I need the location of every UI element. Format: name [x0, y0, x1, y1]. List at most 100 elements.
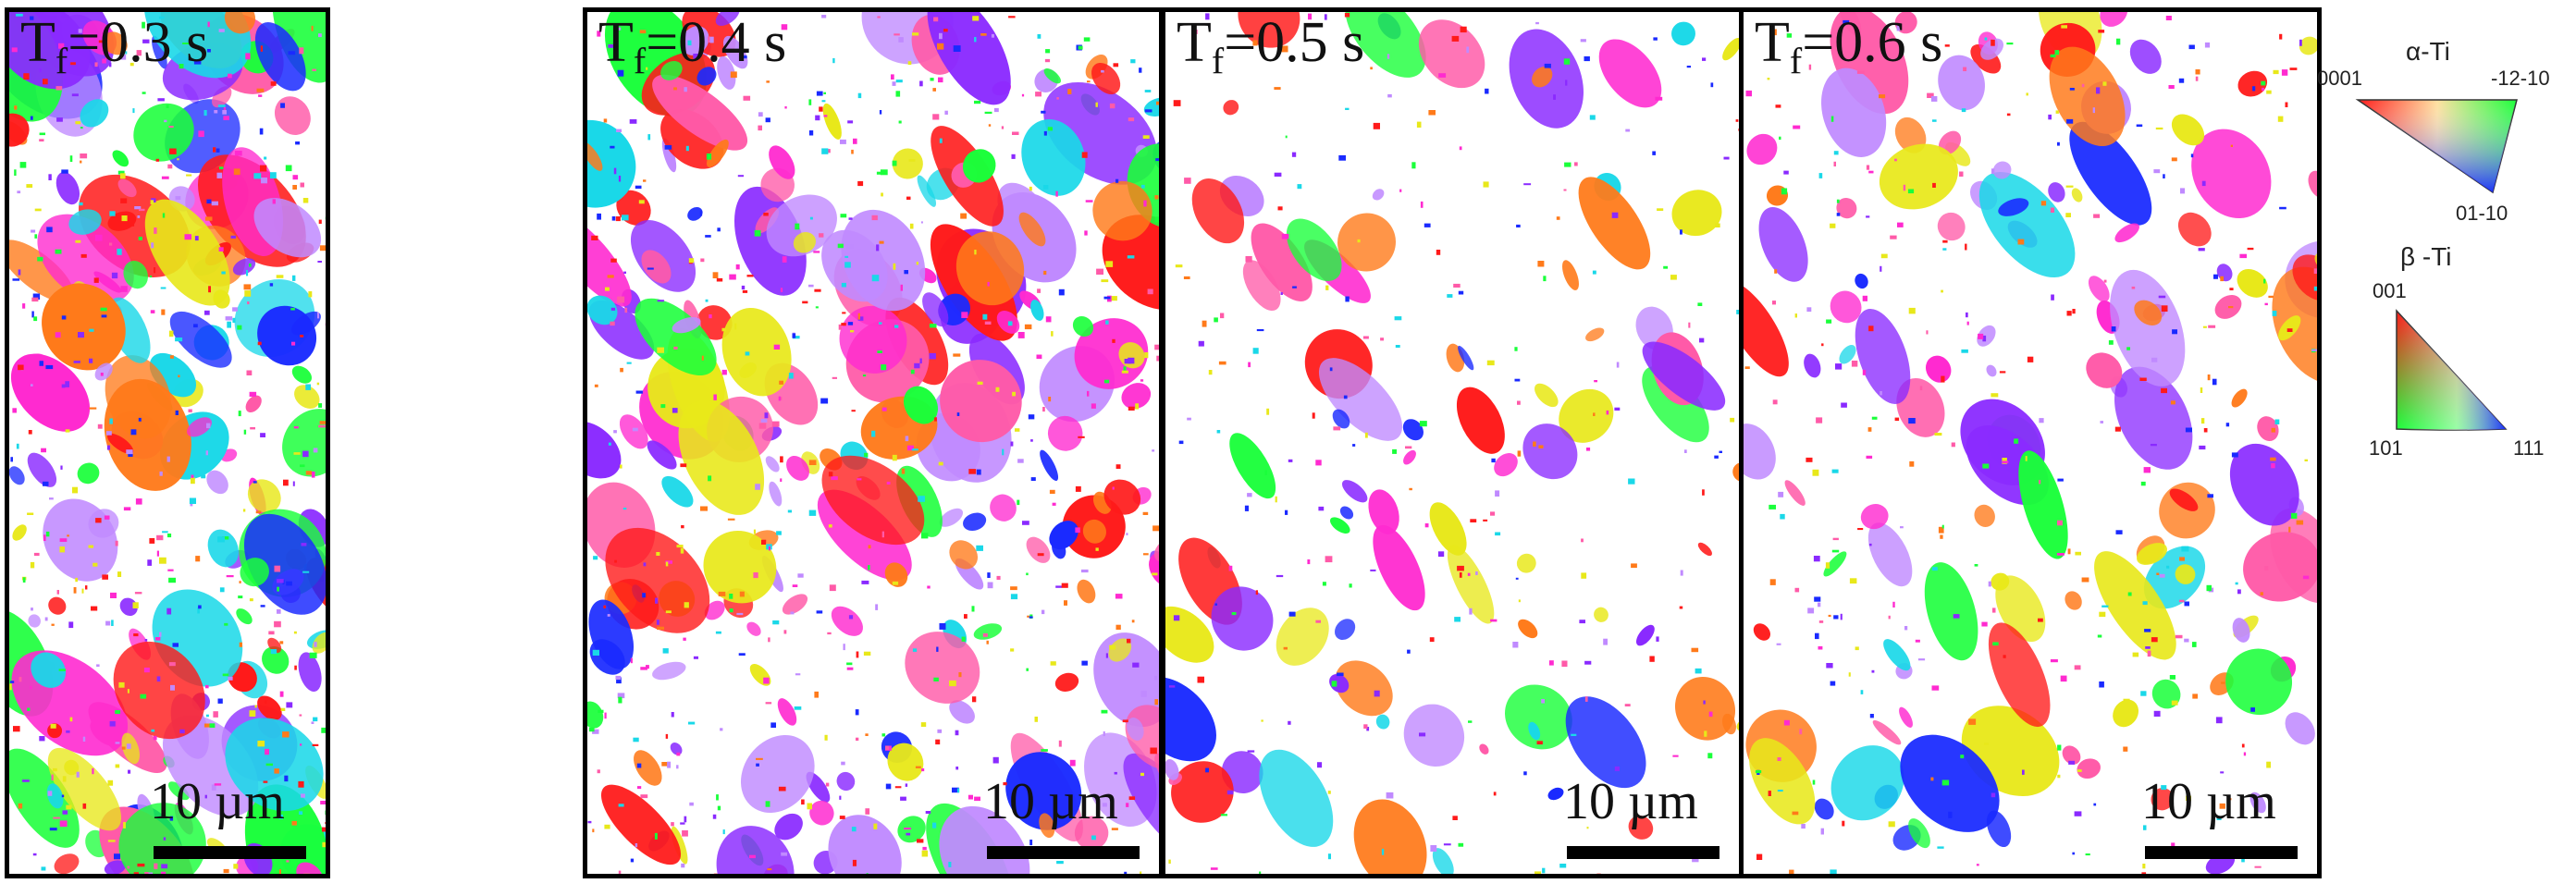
grain-speckle	[129, 62, 134, 67]
grain-speckle	[885, 783, 892, 790]
grain-speckle	[253, 173, 262, 179]
grain-speckle	[671, 822, 674, 827]
grain-speckle	[1767, 78, 1770, 80]
grain	[1532, 66, 1553, 88]
grain-speckle	[101, 314, 107, 318]
beta-corner-111: 111	[2513, 436, 2545, 460]
grain-speckle	[1021, 93, 1025, 97]
grain-speckle	[1518, 599, 1521, 603]
grain-speckle	[654, 832, 658, 840]
grain-speckle	[233, 168, 240, 176]
grain-speckle	[910, 369, 915, 374]
grain-speckle	[1657, 208, 1664, 211]
grain-speckle	[100, 307, 107, 312]
grain-speckle	[1095, 547, 1099, 551]
grain-speckle	[917, 839, 924, 843]
grain-speckle	[640, 667, 647, 670]
grain-speckle	[673, 346, 678, 350]
grain-speckle	[839, 816, 845, 819]
grain-speckle	[110, 592, 117, 598]
grain-speckle	[588, 727, 595, 732]
grain-speckle	[607, 614, 610, 617]
grain-speckle	[640, 794, 648, 799]
alpha-ti-title: α-Ti	[2406, 37, 2450, 66]
grain-speckle	[938, 77, 943, 83]
grain-speckle	[91, 606, 98, 611]
grain	[1223, 100, 1239, 116]
grain-speckle	[1888, 615, 1891, 620]
grain-speckle	[1794, 313, 1797, 318]
grain-speckle	[305, 471, 312, 475]
grain-speckle	[317, 261, 322, 263]
grain-speckle	[134, 592, 142, 595]
grain	[740, 734, 815, 814]
grain-speckle	[2072, 309, 2076, 314]
grain-speckle	[2099, 611, 2106, 618]
grain-speckle	[111, 620, 114, 626]
grain	[1977, 325, 1996, 347]
grain	[1403, 704, 1465, 767]
grain-speckle	[300, 182, 304, 188]
grain-speckle	[1387, 93, 1392, 98]
grain-speckle	[2006, 43, 2014, 45]
grain-speckle	[605, 287, 610, 291]
grain-speckle	[1466, 46, 1470, 54]
grain-speckle	[716, 277, 723, 282]
grain	[1429, 502, 1467, 556]
grain	[1054, 672, 1079, 692]
grain-speckle	[72, 486, 79, 494]
grain-speckle	[615, 675, 622, 681]
grain-speckle	[2237, 589, 2241, 595]
grain-speckle	[1961, 108, 1966, 113]
grain-speckle	[1327, 853, 1331, 860]
grain-speckle	[117, 170, 125, 175]
grain-speckle	[279, 691, 284, 697]
grain-speckle	[2151, 637, 2158, 643]
grain-speckle	[1783, 719, 1790, 726]
grain	[939, 805, 1030, 874]
grain-speckle	[1535, 21, 1539, 25]
grain-speckle	[1707, 753, 1713, 759]
grain-speckle	[123, 507, 131, 511]
grain-speckle	[2002, 458, 2007, 464]
grain-speckle	[179, 729, 185, 734]
grain-speckle	[2241, 743, 2245, 748]
grain-speckle	[784, 106, 787, 109]
grain-speckle	[1275, 496, 1277, 503]
grain-speckle	[1826, 319, 1832, 324]
grain	[1171, 761, 1234, 823]
grain-speckle	[780, 478, 783, 482]
grain	[587, 295, 618, 325]
grain-speckle	[1775, 104, 1781, 108]
beta-ti-ipf-triangle	[2396, 309, 2508, 431]
grain-speckle	[1111, 828, 1118, 830]
grain	[1528, 721, 1541, 741]
grain	[236, 608, 253, 625]
grain-speckle	[768, 637, 770, 643]
grain-speckle	[808, 130, 814, 136]
grain-speckle	[984, 321, 992, 325]
grain	[973, 623, 1003, 640]
grain-speckle	[1769, 579, 1776, 585]
grain-speckle	[1109, 103, 1115, 109]
grain-speckle	[2072, 852, 2075, 855]
grain-speckle	[684, 602, 689, 608]
grain-speckle	[938, 461, 943, 466]
grain-speckle	[105, 620, 111, 626]
grain-speckle	[720, 728, 723, 731]
grain-speckle	[247, 301, 250, 305]
grain-speckle	[816, 610, 823, 614]
grain-speckle	[160, 287, 166, 289]
grain-speckle	[2239, 253, 2247, 259]
grain-speckle	[1697, 302, 1703, 306]
grain-speckle	[1003, 782, 1007, 786]
grain-speckle	[844, 262, 851, 268]
grain	[291, 311, 321, 336]
beta-ti-title: β -Ti	[2400, 242, 2452, 271]
grain-speckle	[254, 705, 257, 708]
grain-speckle	[730, 71, 737, 79]
grain-speckle	[2163, 174, 2165, 178]
grain-speckle	[1081, 569, 1089, 573]
grain-speckle	[851, 410, 856, 412]
grain-speckle	[1543, 276, 1547, 282]
